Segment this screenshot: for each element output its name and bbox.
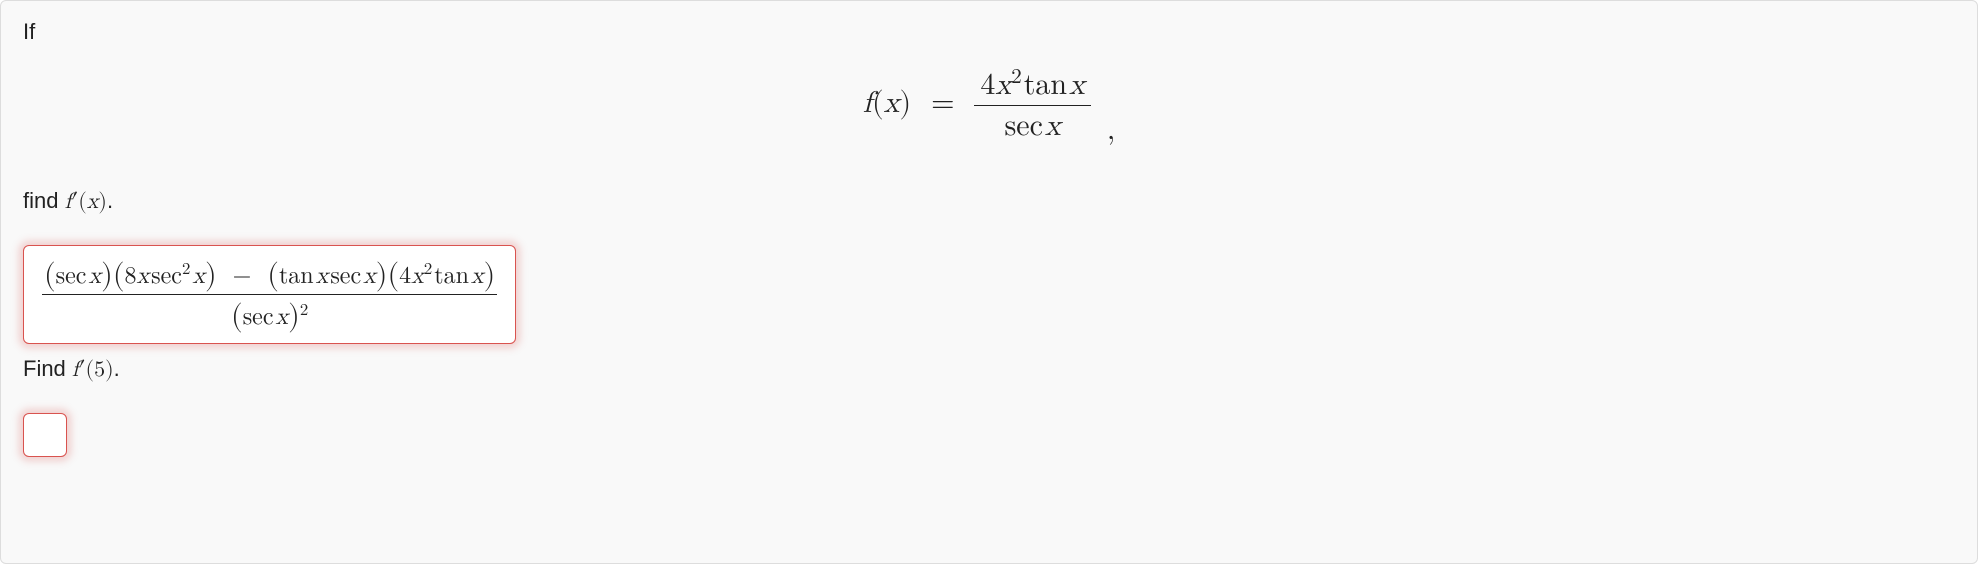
eq-num-exp: 2 (1011, 67, 1022, 88)
fpx-close: ) (98, 191, 107, 213)
a1-p3-open: ( (267, 260, 279, 290)
answer-input-fprime-x[interactable]: (secx)(8xsec2x) − (tanxsecx)(4x2tanx) (s… (23, 245, 516, 344)
a1-p4-exp: 2 (424, 261, 432, 278)
eq-numerator: 4x2tanx (974, 67, 1091, 106)
a1-den-exp: 2 (300, 302, 308, 319)
a1-p2-exp: 2 (182, 261, 190, 278)
find-word-1: find (23, 188, 58, 213)
a1-p2-close: ) (205, 260, 217, 290)
a1-p2-var: x (136, 264, 149, 288)
a1-minus: − (233, 264, 252, 288)
ans1-fraction: (secx)(8xsec2x) − (tanxsecx)(4x2tanx) (s… (42, 256, 497, 333)
a1-p1-open: ( (44, 260, 56, 290)
answer-input-fprime-5[interactable] (23, 413, 67, 457)
a1-p3-tan: tan (279, 264, 314, 288)
a1-den-sec: sec (243, 305, 274, 329)
a1-p4-var: x (411, 264, 424, 288)
question-panel: If f(x) = 4x2tanx secx , find f′(x). (se… (0, 0, 1978, 564)
prompt-find-fprime-5: Find f′(5). (23, 356, 1955, 383)
eq-num-var: x (995, 70, 1011, 100)
a1-p3-close: ) (376, 260, 388, 290)
ans1-numerator: (secx)(8xsec2x) − (tanxsecx)(4x2tanx) (42, 256, 497, 295)
eq-den-sec: sec (1004, 111, 1042, 141)
fpx-open: ( (78, 191, 87, 213)
find-word-2: Find (23, 356, 66, 381)
ans1-denominator: (secx)2 (42, 295, 497, 333)
fp5-open: ( (86, 359, 95, 381)
eq-denominator: secx (974, 106, 1091, 144)
eq-lhs-open: ( (872, 88, 884, 118)
a1-p2-coeff: 8 (124, 264, 136, 288)
fp5-close: ) (105, 359, 114, 381)
a1-p4-open: ( (387, 260, 399, 290)
a1-p2-arg: x (192, 264, 205, 288)
fp5-period: . (114, 356, 120, 381)
a1-p1-arg: x (88, 264, 101, 288)
eq-num-tan: tan (1024, 70, 1067, 100)
a1-p3-tan-arg: x (316, 264, 329, 288)
equation-display: f(x) = 4x2tanx secx , (23, 67, 1955, 148)
eq-den-sec-arg: x (1045, 111, 1061, 141)
eq-lhs-f: f (863, 88, 872, 118)
fp5-arg: 5 (94, 359, 105, 381)
eq-equals: = (931, 88, 954, 118)
eq-num-coeff: 4 (980, 70, 995, 100)
eq-num-tan-arg: x (1069, 70, 1085, 100)
a1-p4-close: ) (484, 260, 496, 290)
a1-p2-open: ( (113, 260, 125, 290)
a1-p3-sec-arg: x (363, 264, 376, 288)
a1-p3-sec: sec (330, 264, 361, 288)
fprime-5: f′(5) (72, 359, 114, 381)
fpx-period: . (107, 188, 113, 213)
a1-p4-coeff: 4 (399, 264, 411, 288)
a1-den-close: ) (288, 301, 300, 331)
eq-lhs-var: x (884, 88, 900, 118)
fp5-prime: ′ (79, 359, 86, 381)
a1-p4-tan: tan (434, 264, 469, 288)
eq-lhs-close: ) (899, 88, 911, 118)
a1-den-arg: x (275, 305, 288, 329)
eq-fraction: 4x2tanx secx (974, 67, 1091, 144)
prompt-if: If (23, 19, 1955, 45)
prompt-find-fprime-x: find f′(x). (23, 188, 1955, 215)
a1-p1-sec: sec (56, 264, 87, 288)
a1-p4-tan-arg: x (471, 264, 484, 288)
a1-p1-close: ) (101, 260, 113, 290)
a1-den-open: ( (231, 301, 243, 331)
fpx-var: x (87, 191, 99, 213)
eq-trailing-comma: , (1107, 112, 1115, 148)
a1-p2-sec: sec (151, 264, 182, 288)
fprime-x: f′(x) (65, 191, 107, 213)
fp5-f: f (72, 359, 79, 381)
